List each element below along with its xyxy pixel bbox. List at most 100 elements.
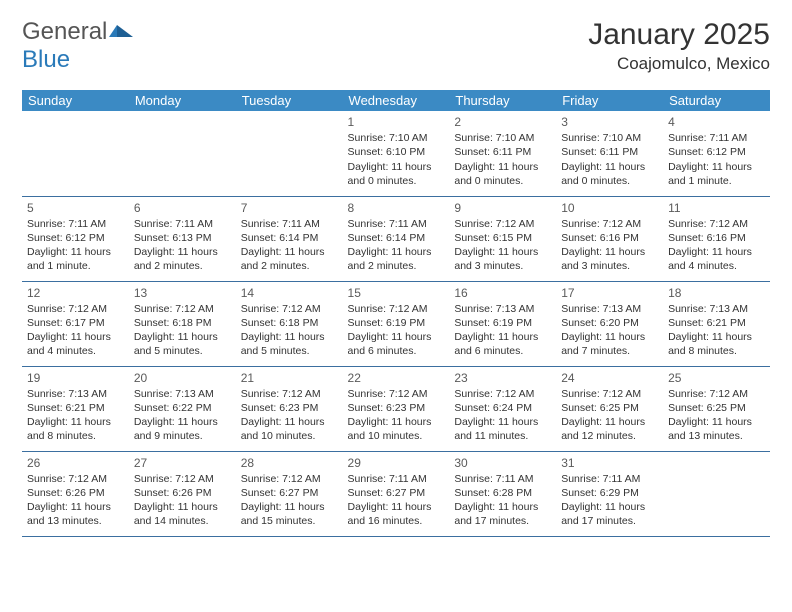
day-info-line: Sunrise: 7:11 AM: [348, 472, 445, 486]
day-info-line: Daylight: 11 hours: [561, 245, 658, 259]
day-cell: 23Sunrise: 7:12 AMSunset: 6:24 PMDayligh…: [449, 366, 556, 451]
day-cell: 25Sunrise: 7:12 AMSunset: 6:25 PMDayligh…: [663, 366, 770, 451]
day-info-line: Sunrise: 7:13 AM: [134, 387, 231, 401]
day-info-line: Daylight: 11 hours: [561, 415, 658, 429]
day-info-line: Sunrise: 7:12 AM: [561, 217, 658, 231]
day-cell: 17Sunrise: 7:13 AMSunset: 6:20 PMDayligh…: [556, 281, 663, 366]
day-info-line: Daylight: 11 hours: [134, 500, 231, 514]
day-cell: 10Sunrise: 7:12 AMSunset: 6:16 PMDayligh…: [556, 196, 663, 281]
day-info-line: Sunrise: 7:13 AM: [27, 387, 124, 401]
day-number: 25: [668, 370, 765, 386]
day-info-line: Daylight: 11 hours: [27, 245, 124, 259]
week-row: 12Sunrise: 7:12 AMSunset: 6:17 PMDayligh…: [22, 281, 770, 366]
day-number: 28: [241, 455, 338, 471]
day-info-line: Sunset: 6:23 PM: [241, 401, 338, 415]
day-info-line: Daylight: 11 hours: [134, 245, 231, 259]
day-number: 2: [454, 114, 551, 130]
day-cell: 13Sunrise: 7:12 AMSunset: 6:18 PMDayligh…: [129, 281, 236, 366]
day-cell: 20Sunrise: 7:13 AMSunset: 6:22 PMDayligh…: [129, 366, 236, 451]
day-info-line: Sunrise: 7:12 AM: [668, 387, 765, 401]
day-info-line: Sunset: 6:12 PM: [668, 145, 765, 159]
weekday-header: Wednesday: [343, 90, 450, 111]
day-info-line: Sunrise: 7:12 AM: [668, 217, 765, 231]
day-info-line: and 3 minutes.: [561, 259, 658, 273]
weekday-header: Saturday: [663, 90, 770, 111]
day-info-line: and 17 minutes.: [454, 514, 551, 528]
day-number: 20: [134, 370, 231, 386]
day-info-line: and 1 minute.: [27, 259, 124, 273]
day-info-line: and 3 minutes.: [454, 259, 551, 273]
day-number: 3: [561, 114, 658, 130]
day-number: 31: [561, 455, 658, 471]
day-info-line: Daylight: 11 hours: [27, 500, 124, 514]
day-info-line: Sunrise: 7:12 AM: [454, 387, 551, 401]
day-info-line: Sunrise: 7:12 AM: [561, 387, 658, 401]
day-cell: [129, 111, 236, 196]
day-number: 7: [241, 200, 338, 216]
day-info-line: Sunrise: 7:10 AM: [561, 131, 658, 145]
flag-icon: [109, 21, 135, 44]
day-info-line: Daylight: 11 hours: [561, 500, 658, 514]
header: General January 2025 Coajomulco, Mexico: [22, 18, 770, 74]
day-cell: 2Sunrise: 7:10 AMSunset: 6:11 PMDaylight…: [449, 111, 556, 196]
day-info-line: Sunrise: 7:13 AM: [454, 302, 551, 316]
day-info-line: and 13 minutes.: [27, 514, 124, 528]
day-cell: 31Sunrise: 7:11 AMSunset: 6:29 PMDayligh…: [556, 451, 663, 536]
week-row: 26Sunrise: 7:12 AMSunset: 6:26 PMDayligh…: [22, 451, 770, 536]
day-info-line: Sunrise: 7:12 AM: [348, 302, 445, 316]
day-info-line: and 4 minutes.: [27, 344, 124, 358]
weekday-header: Friday: [556, 90, 663, 111]
day-cell: [236, 111, 343, 196]
day-number: 26: [27, 455, 124, 471]
day-info-line: Daylight: 11 hours: [241, 415, 338, 429]
day-info-line: Daylight: 11 hours: [668, 160, 765, 174]
day-info-line: Sunrise: 7:12 AM: [241, 302, 338, 316]
day-info-line: Sunset: 6:26 PM: [134, 486, 231, 500]
day-cell: 28Sunrise: 7:12 AMSunset: 6:27 PMDayligh…: [236, 451, 343, 536]
day-cell: 26Sunrise: 7:12 AMSunset: 6:26 PMDayligh…: [22, 451, 129, 536]
day-info-line: Daylight: 11 hours: [348, 415, 445, 429]
day-info-line: and 14 minutes.: [134, 514, 231, 528]
day-info-line: Sunset: 6:16 PM: [561, 231, 658, 245]
logo-line2: Blue: [22, 46, 70, 74]
day-info-line: Sunset: 6:27 PM: [348, 486, 445, 500]
day-info-line: and 11 minutes.: [454, 429, 551, 443]
day-info-line: Daylight: 11 hours: [241, 245, 338, 259]
day-info-line: and 10 minutes.: [241, 429, 338, 443]
day-info-line: and 12 minutes.: [561, 429, 658, 443]
day-info-line: Sunset: 6:20 PM: [561, 316, 658, 330]
day-info-line: Sunset: 6:16 PM: [668, 231, 765, 245]
day-info-line: Sunset: 6:11 PM: [561, 145, 658, 159]
day-info-line: and 5 minutes.: [134, 344, 231, 358]
day-info-line: Daylight: 11 hours: [241, 330, 338, 344]
day-cell: 22Sunrise: 7:12 AMSunset: 6:23 PMDayligh…: [343, 366, 450, 451]
day-info-line: Sunset: 6:25 PM: [561, 401, 658, 415]
logo-word2: Blue: [22, 46, 70, 73]
location: Coajomulco, Mexico: [588, 54, 770, 74]
day-info-line: Daylight: 11 hours: [454, 160, 551, 174]
day-info-line: Sunrise: 7:11 AM: [454, 472, 551, 486]
day-number: 23: [454, 370, 551, 386]
day-cell: 16Sunrise: 7:13 AMSunset: 6:19 PMDayligh…: [449, 281, 556, 366]
weekday-header-row: Sunday Monday Tuesday Wednesday Thursday…: [22, 90, 770, 111]
day-info-line: Daylight: 11 hours: [134, 330, 231, 344]
day-number: 5: [27, 200, 124, 216]
day-number: 9: [454, 200, 551, 216]
day-info-line: Daylight: 11 hours: [454, 415, 551, 429]
day-cell: [22, 111, 129, 196]
day-info-line: Sunset: 6:19 PM: [348, 316, 445, 330]
day-number: 16: [454, 285, 551, 301]
week-row: 1Sunrise: 7:10 AMSunset: 6:10 PMDaylight…: [22, 111, 770, 196]
day-number: 19: [27, 370, 124, 386]
day-info-line: Sunset: 6:25 PM: [668, 401, 765, 415]
day-info-line: Sunrise: 7:11 AM: [668, 131, 765, 145]
day-number: 24: [561, 370, 658, 386]
day-info-line: Sunrise: 7:12 AM: [348, 387, 445, 401]
day-info-line: and 15 minutes.: [241, 514, 338, 528]
day-info-line: Sunrise: 7:12 AM: [241, 387, 338, 401]
day-cell: 29Sunrise: 7:11 AMSunset: 6:27 PMDayligh…: [343, 451, 450, 536]
day-info-line: Sunrise: 7:12 AM: [134, 472, 231, 486]
day-info-line: Sunset: 6:13 PM: [134, 231, 231, 245]
day-info-line: Sunrise: 7:13 AM: [668, 302, 765, 316]
day-number: 11: [668, 200, 765, 216]
